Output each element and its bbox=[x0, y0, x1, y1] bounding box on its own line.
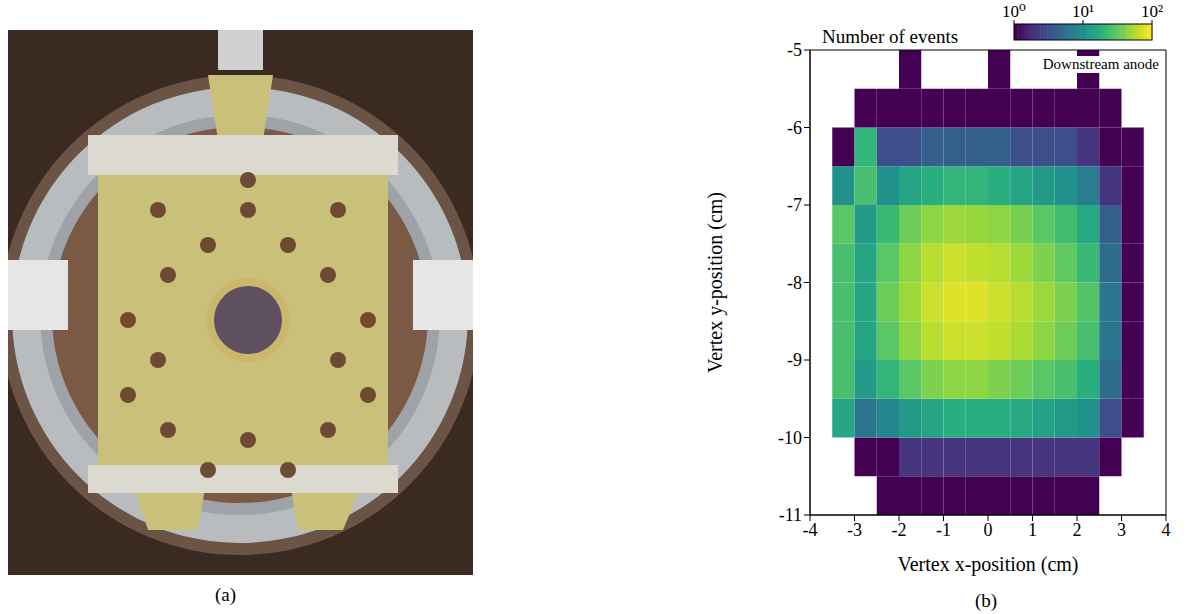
svg-text:10¹: 10¹ bbox=[1072, 2, 1094, 21]
svg-text:-1: -1 bbox=[936, 520, 951, 540]
svg-text:-4: -4 bbox=[803, 520, 818, 540]
svg-text:10⁰: 10⁰ bbox=[1002, 2, 1026, 21]
html-text:Downstream anode: Downstream anode bbox=[1042, 56, 1159, 72]
svg-text:-9: -9 bbox=[787, 350, 802, 370]
svg-text:-6: -6 bbox=[787, 118, 802, 138]
svg-text:-5: -5 bbox=[787, 40, 802, 60]
svg-text:0: 0 bbox=[984, 520, 993, 540]
svg-text:-2: -2 bbox=[892, 520, 907, 540]
svg-text:4: 4 bbox=[1162, 520, 1171, 540]
svg-text:2: 2 bbox=[1073, 520, 1082, 540]
html-text:(b): (b) bbox=[975, 590, 998, 611]
svg-text:10²: 10² bbox=[1141, 2, 1163, 21]
svg-text:-7: -7 bbox=[787, 195, 802, 215]
svg-text:3: 3 bbox=[1117, 520, 1126, 540]
html-text:Number of events: Number of events bbox=[822, 26, 959, 47]
svg-text:Vertex y-position (cm): Vertex y-position (cm) bbox=[704, 192, 727, 373]
svg-text:-3: -3 bbox=[847, 520, 862, 540]
svg-text:Vertex x-position (cm): Vertex x-position (cm) bbox=[897, 553, 1078, 576]
html-text:(a): (a) bbox=[215, 584, 237, 605]
svg-text:-11: -11 bbox=[779, 505, 802, 525]
svg-text:-10: -10 bbox=[778, 428, 802, 448]
svg-text:-8: -8 bbox=[787, 273, 802, 293]
svg-text:1: 1 bbox=[1028, 520, 1037, 540]
